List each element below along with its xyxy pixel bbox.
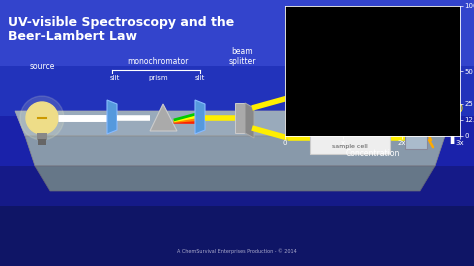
- Circle shape: [26, 102, 58, 134]
- Text: I: I: [448, 89, 455, 107]
- X-axis label: Concentration: Concentration: [346, 149, 400, 158]
- Polygon shape: [405, 121, 433, 127]
- Text: monochromator: monochromator: [128, 57, 189, 66]
- Text: UV-visible Spectroscopy and the: UV-visible Spectroscopy and the: [8, 16, 234, 29]
- Polygon shape: [405, 81, 433, 87]
- Polygon shape: [310, 122, 396, 128]
- Text: sample cell: sample cell: [332, 144, 368, 149]
- Polygon shape: [310, 76, 396, 82]
- Polygon shape: [150, 104, 177, 131]
- Text: Beer-Lambert Law: Beer-Lambert Law: [8, 30, 137, 43]
- Bar: [0, 66, 474, 116]
- Text: slit: slit: [110, 75, 120, 81]
- Polygon shape: [245, 103, 254, 138]
- Polygon shape: [25, 136, 445, 166]
- Circle shape: [20, 96, 64, 140]
- Bar: [310, 128, 390, 154]
- Text: slit: slit: [195, 75, 205, 81]
- Text: beam
splitter: beam splitter: [228, 47, 256, 66]
- Bar: [405, 127, 427, 149]
- Bar: [0, 0, 474, 66]
- Text: sample
compartment: sample compartment: [329, 47, 381, 66]
- Bar: [37, 133, 47, 140]
- Polygon shape: [15, 111, 455, 136]
- Text: 0: 0: [456, 104, 462, 114]
- Bar: [0, 116, 474, 166]
- Bar: [0, 166, 474, 206]
- Text: A ChemSurvival Enterprises Production - © 2014: A ChemSurvival Enterprises Production - …: [177, 248, 297, 254]
- Polygon shape: [35, 166, 435, 191]
- Text: source: source: [29, 62, 55, 71]
- Bar: [310, 82, 390, 108]
- Bar: [38, 139, 46, 145]
- Polygon shape: [107, 100, 117, 134]
- Text: detector(s): detector(s): [397, 57, 439, 66]
- Polygon shape: [195, 100, 205, 134]
- Text: reference cell: reference cell: [328, 98, 372, 103]
- Text: I: I: [448, 128, 455, 148]
- Bar: [405, 87, 427, 109]
- Bar: [235, 103, 245, 133]
- Text: prism: prism: [148, 75, 168, 81]
- Bar: [0, 206, 474, 266]
